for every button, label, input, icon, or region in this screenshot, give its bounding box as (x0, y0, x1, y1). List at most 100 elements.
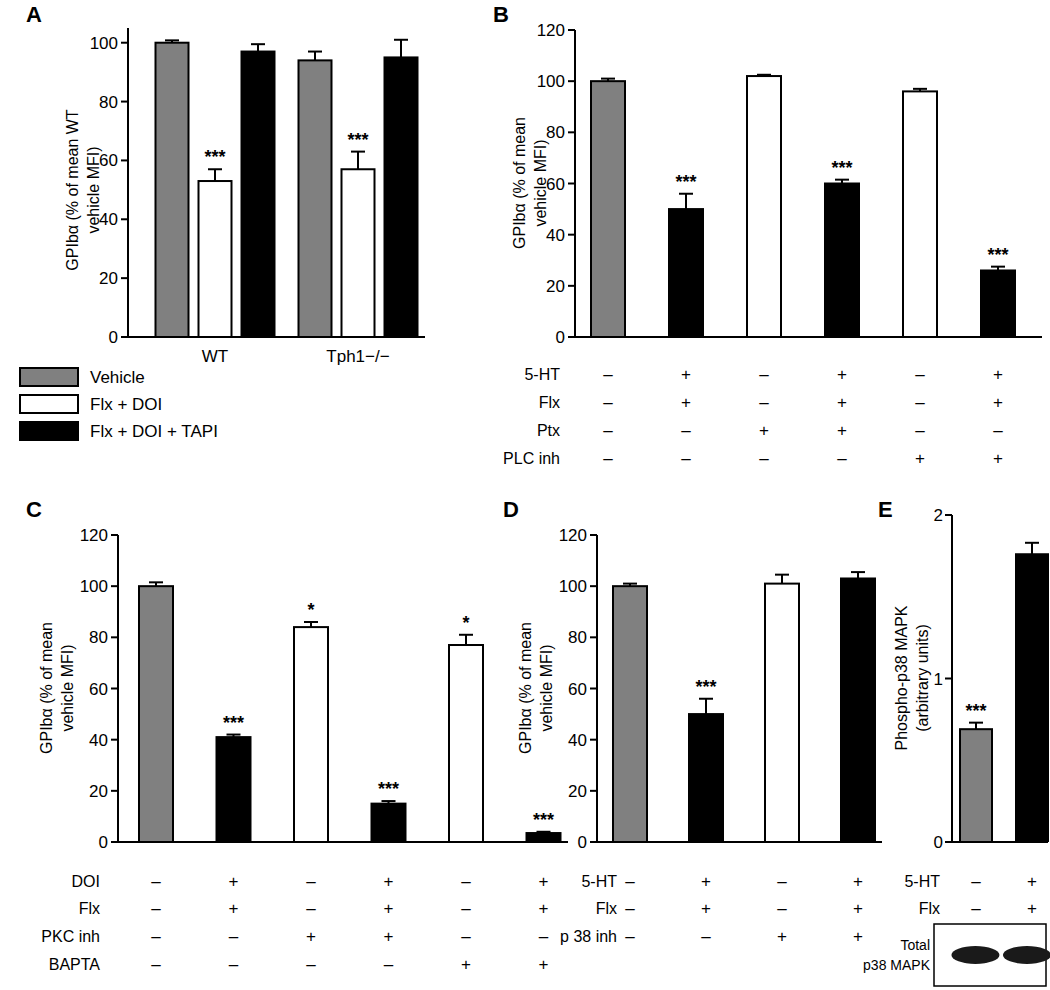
marks (613, 572, 875, 842)
condition-value: – (306, 899, 316, 918)
condition-value: – (759, 365, 769, 384)
y-axis-label-line: vehicle MFI) (59, 644, 76, 731)
condition-value: + (1027, 899, 1037, 918)
condition-value: – (971, 899, 981, 918)
condition-value: – (701, 927, 711, 946)
condition-value: + (681, 393, 691, 412)
y-tick-label: 80 (546, 123, 565, 142)
y-tick-label: 20 (99, 269, 118, 288)
bar (669, 209, 703, 337)
condition-value: + (384, 927, 394, 946)
y-axis-label: GPIbα (% of meanvehicle MFI) (517, 622, 555, 754)
marks (591, 75, 1015, 337)
condition-value: – (603, 393, 613, 412)
y-axis-label: Phospho-p38 MAPK(arbitrary units) (893, 605, 931, 750)
error-bar-cap (227, 734, 241, 736)
panel: DGPIbα (% of meanvehicle MFI)02040608010… (503, 497, 882, 946)
y-tick (111, 739, 118, 741)
error-bar-cap (165, 39, 179, 41)
error-bar-cap (913, 88, 927, 90)
y-tick-label: 60 (546, 175, 565, 194)
bar (299, 60, 332, 337)
condition-label: PLC inh (503, 450, 560, 467)
y-tick (121, 42, 128, 44)
error-bar (1025, 543, 1039, 554)
annotations: *** (695, 677, 716, 697)
error-bar-cap (382, 800, 396, 802)
x-tick-label: Tph1−/− (326, 347, 389, 366)
condition-label: BAPTA (49, 956, 101, 973)
condition-value: – (681, 449, 691, 468)
error-bar-stem (314, 52, 316, 61)
bar (156, 43, 189, 337)
error-bar-stem (357, 152, 359, 170)
condition-label: p 38 inh (560, 928, 617, 945)
condition-value: – (759, 449, 769, 468)
condition-value: + (837, 421, 847, 440)
y-tick (121, 159, 128, 161)
error-bar (991, 267, 1005, 271)
condition-value: + (777, 927, 787, 946)
legend-swatch (20, 368, 78, 386)
condition-value: – (681, 421, 691, 440)
condition-value: – (151, 955, 161, 974)
legend-label: Flx + DOI + TAPI (90, 422, 218, 441)
condition-value: – (625, 872, 635, 891)
y-tick (568, 183, 575, 185)
y-tick-label: 0 (556, 328, 565, 347)
y-tick (590, 790, 597, 792)
condition-value: – (306, 955, 316, 974)
panel-label: A (26, 2, 42, 27)
bar (139, 586, 173, 842)
condition-value: + (993, 365, 1003, 384)
error-bar-cap (394, 39, 408, 41)
error-bar (757, 75, 771, 76)
y-tick-label: 60 (568, 680, 587, 699)
bar (527, 833, 561, 842)
condition-value: – (151, 927, 161, 946)
condition-value: – (384, 955, 394, 974)
bar (1016, 554, 1048, 842)
condition-value: – (915, 393, 925, 412)
y-tick-label: 100 (90, 34, 118, 53)
error-bar-cap (851, 571, 865, 573)
condition-value: – (151, 899, 161, 918)
error-bar-cap (351, 151, 365, 153)
condition-value: – (229, 955, 239, 974)
error-bar-cap (623, 583, 637, 585)
bar (242, 52, 275, 337)
condition-value: + (837, 393, 847, 412)
y-tick-label: 40 (89, 731, 108, 750)
condition-value: – (603, 421, 613, 440)
y-tick (111, 585, 118, 587)
condition-value: + (759, 421, 769, 440)
condition-value: – (759, 393, 769, 412)
significance: *** (378, 779, 399, 799)
condition-label: Flx (539, 394, 560, 411)
panel-label: E (878, 497, 893, 522)
y-tick-label: 120 (537, 21, 565, 40)
panel: BGPIbα (% of meanvehicle MFI)02040608010… (493, 2, 1042, 468)
bar (825, 184, 859, 338)
significance: *** (987, 245, 1008, 265)
error-bar-cap (835, 179, 849, 181)
error-bar-stem (214, 169, 216, 181)
condition-value: – (461, 899, 471, 918)
error-bar (969, 723, 983, 730)
y-tick (121, 218, 128, 220)
blot-band (951, 946, 999, 964)
legend-label: Flx + DOI (90, 395, 162, 414)
error-bar-cap (757, 74, 771, 76)
condition-value: + (681, 365, 691, 384)
y-tick-label: 60 (89, 680, 108, 699)
annotations: ********* (675, 158, 1008, 265)
y-tick (111, 636, 118, 638)
blot-label: p38 MAPK (863, 957, 931, 973)
y-tick-label: 2 (934, 506, 943, 525)
condition-value: – (971, 872, 981, 891)
condition-label: 5-HT (524, 366, 560, 383)
x-tick-label: WT (202, 347, 228, 366)
marks (139, 582, 561, 842)
condition-label: Flx (919, 900, 940, 917)
y-axis-label-line: Phospho-p38 MAPK (893, 605, 910, 750)
